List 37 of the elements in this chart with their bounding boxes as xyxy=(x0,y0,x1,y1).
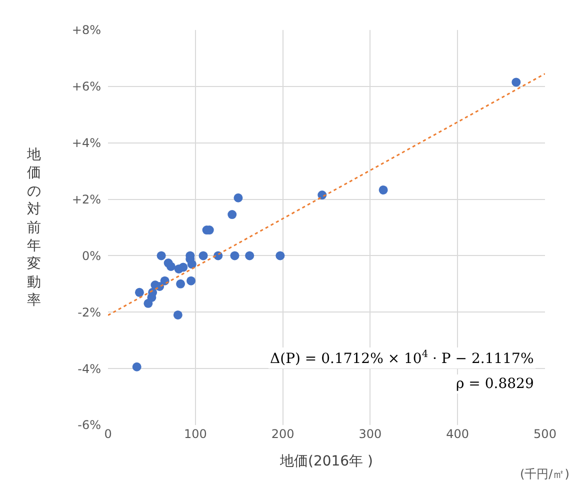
point xyxy=(245,251,254,260)
point xyxy=(276,251,285,260)
point xyxy=(186,276,196,286)
y-tick-label: -6% xyxy=(78,418,101,432)
point xyxy=(173,310,182,320)
point xyxy=(187,260,196,269)
x-tick-label: 400 xyxy=(446,427,470,441)
y-tick-label: +6% xyxy=(72,80,101,94)
x-tick-label: 0 xyxy=(104,427,112,441)
point xyxy=(156,251,166,260)
point xyxy=(176,279,186,288)
point xyxy=(144,298,153,308)
point xyxy=(132,362,142,372)
text: 地価の対前年変動率 xyxy=(27,147,41,309)
y-tick-label: -2% xyxy=(78,305,101,320)
y-tick-label: +8% xyxy=(72,23,101,38)
y-tick-label: +4% xyxy=(72,136,101,150)
text: (千円/㎡) xyxy=(520,467,570,481)
point xyxy=(234,193,243,202)
x-tick-label: 200 xyxy=(271,427,294,441)
point xyxy=(228,210,237,220)
x-tick-label: 100 xyxy=(184,427,207,441)
point xyxy=(166,262,176,271)
annotation: Δ(P) = 0.1712% × 10$^{4}$ · P − 2.1117% xyxy=(270,349,534,367)
x-axis-title: 地価(2016年 ) xyxy=(278,453,374,470)
point xyxy=(198,251,208,260)
point xyxy=(512,78,521,87)
x-tick-label: 500 xyxy=(534,427,556,441)
point xyxy=(178,262,188,272)
point xyxy=(378,185,388,194)
y-tick-label: +2% xyxy=(72,192,101,206)
point xyxy=(134,288,144,297)
annotation: ρ = 0.8829 xyxy=(456,376,534,392)
y-tick-label: -4% xyxy=(78,362,101,376)
x-tick-label: 300 xyxy=(358,427,382,441)
y-tick-label: 0% xyxy=(82,248,101,263)
point xyxy=(230,251,240,260)
